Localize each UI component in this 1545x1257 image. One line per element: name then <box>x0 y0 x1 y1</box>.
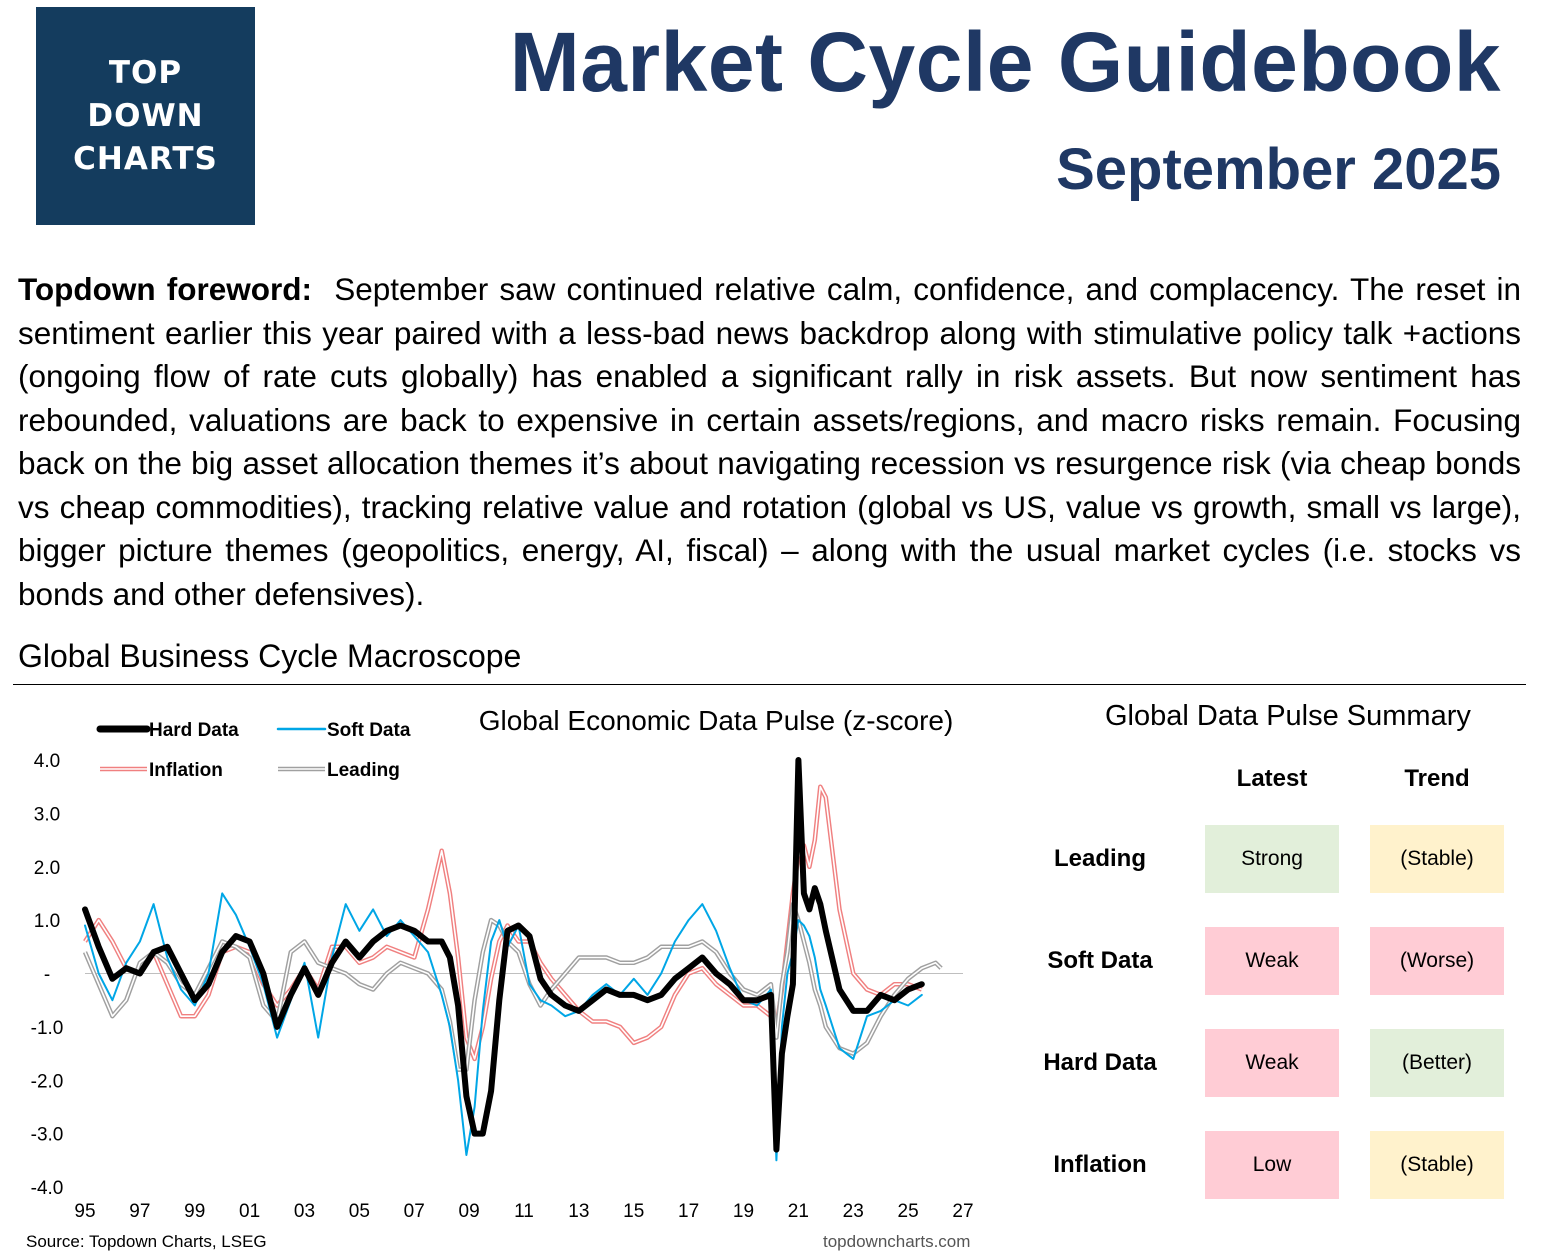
y-tick-label: -2.0 <box>31 1071 64 1092</box>
site-url: topdowncharts.com <box>823 1232 971 1251</box>
y-tick-label: 2.0 <box>34 858 60 879</box>
x-tick-label: 09 <box>459 1201 480 1222</box>
x-tick-label: 99 <box>184 1201 205 1222</box>
legend-label-soft-data: Soft Data <box>327 720 411 741</box>
cell-leading-latest: Strong <box>1205 825 1339 893</box>
x-tick-label: 19 <box>733 1201 754 1222</box>
cell-hard-data-trend: (Better) <box>1370 1029 1504 1097</box>
section-title: Global Business Cycle Macroscope <box>18 638 522 674</box>
foreword-label: Topdown foreword: <box>18 271 312 307</box>
page-date: September 2025 <box>1056 137 1501 202</box>
source-note: Source: Topdown Charts, LSEG <box>26 1232 267 1251</box>
x-tick-label: 97 <box>129 1201 150 1222</box>
summary-title: Global Data Pulse Summary <box>1105 700 1471 732</box>
series-line-hard-data <box>82 757 925 1153</box>
cell-soft-data-trend: (Worse) <box>1370 927 1504 995</box>
x-tick-label: 23 <box>843 1201 864 1222</box>
series-line-leading-inner <box>84 903 942 1071</box>
x-tick-label: 25 <box>898 1201 919 1222</box>
legend-label-leading: Leading <box>327 760 400 781</box>
cell-soft-data-latest: Weak <box>1205 927 1339 995</box>
legend-label-inflation: Inflation <box>149 760 223 781</box>
cell-inflation-trend: (Stable) <box>1370 1131 1504 1199</box>
x-tick-label: 15 <box>623 1201 644 1222</box>
x-tick-label: 13 <box>568 1201 589 1222</box>
x-tick-label: 03 <box>294 1201 315 1222</box>
row-label-soft-data: Soft Data <box>1047 947 1153 974</box>
x-tick-label: 11 <box>514 1201 534 1222</box>
chart-title: Global Economic Data Pulse (z-score) <box>479 705 954 736</box>
cell-inflation-latest: Low <box>1205 1131 1339 1199</box>
logo-text: TOP DOWN CHARTS <box>73 54 218 177</box>
x-tick-label: 07 <box>404 1201 425 1222</box>
y-tick-label: 4.0 <box>34 751 60 772</box>
cell-hard-data-latest: Weak <box>1205 1029 1339 1097</box>
row-label-inflation: Inflation <box>1053 1151 1147 1178</box>
column-latest: Latest <box>1236 765 1308 792</box>
foreword-text: September saw continued relative calm, c… <box>18 271 1521 612</box>
row-label-leading: Leading <box>1053 845 1146 872</box>
page-title: Market Cycle Guidebook <box>509 15 1501 109</box>
x-tick-label: 01 <box>239 1201 260 1222</box>
y-tick-label: -4.0 <box>31 1178 64 1199</box>
cell-leading-trend: (Stable) <box>1370 825 1504 893</box>
column-trend: Trend <box>1404 765 1470 792</box>
x-tick-label: 27 <box>952 1201 973 1222</box>
x-tick-label: 95 <box>74 1201 95 1222</box>
x-tick-label: 05 <box>349 1201 370 1222</box>
row-label-hard-data: Hard Data <box>1043 1049 1157 1076</box>
y-tick-label: 1.0 <box>34 911 60 932</box>
data-pulse-chart: Global Economic Data Pulse (z-score) 4.0… <box>31 705 974 1222</box>
y-tick-label: -3.0 <box>31 1125 64 1146</box>
legend-label-hard-data: Hard Data <box>149 720 239 741</box>
y-tick-label: - <box>44 965 50 986</box>
section-divider <box>13 684 1526 685</box>
x-tick-label: 21 <box>788 1201 809 1222</box>
y-tick-label: 3.0 <box>34 804 60 825</box>
brand-logo: TOP DOWN CHARTS <box>36 7 255 225</box>
y-tick-label: -1.0 <box>31 1018 64 1039</box>
x-tick-label: 17 <box>678 1201 699 1222</box>
foreword-paragraph: Topdown foreword: September saw continue… <box>18 268 1521 616</box>
